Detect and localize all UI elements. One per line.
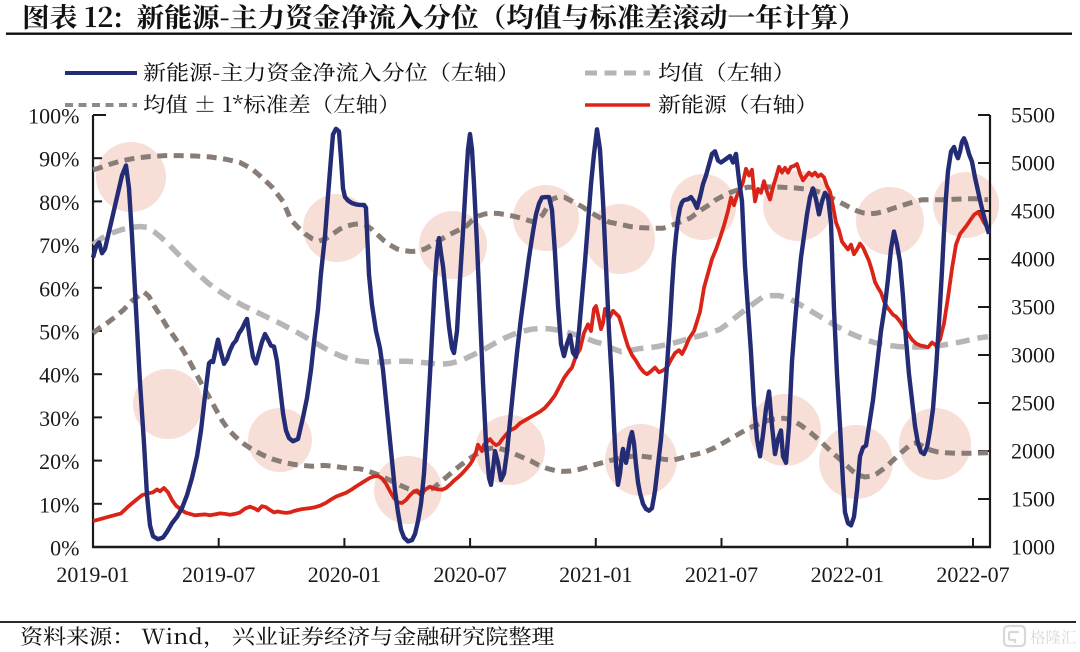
svg-text:4500: 4500 [1011,199,1055,224]
svg-text:2020-07: 2020-07 [433,562,506,587]
svg-text:10%: 10% [39,492,79,517]
svg-text:60%: 60% [39,276,79,301]
svg-text:3500: 3500 [1011,295,1055,320]
svg-text:90%: 90% [39,147,79,172]
svg-text:1500: 1500 [1011,487,1055,512]
svg-text:2021-07: 2021-07 [685,562,758,587]
svg-text:3000: 3000 [1011,343,1055,368]
svg-text:2019-01: 2019-01 [56,562,129,587]
svg-text:40%: 40% [39,363,79,388]
svg-text:2022-01: 2022-01 [811,562,884,587]
svg-text:2019-07: 2019-07 [182,562,255,587]
svg-text:5500: 5500 [1011,103,1055,128]
svg-text:50%: 50% [39,320,79,345]
svg-text:20%: 20% [39,449,79,474]
svg-text:80%: 80% [39,190,79,215]
svg-text:4000: 4000 [1011,247,1055,272]
svg-text:0%: 0% [50,536,79,561]
svg-text:2500: 2500 [1011,391,1055,416]
svg-text:2000: 2000 [1011,439,1055,464]
svg-text:2020-01: 2020-01 [308,562,381,587]
svg-text:5000: 5000 [1011,151,1055,176]
svg-text:2022-07: 2022-07 [936,562,1009,587]
svg-text:30%: 30% [39,406,79,431]
svg-text:70%: 70% [39,233,79,258]
svg-text:1000: 1000 [1011,535,1055,560]
svg-text:2021-01: 2021-01 [559,562,632,587]
svg-text:100%: 100% [28,104,79,129]
